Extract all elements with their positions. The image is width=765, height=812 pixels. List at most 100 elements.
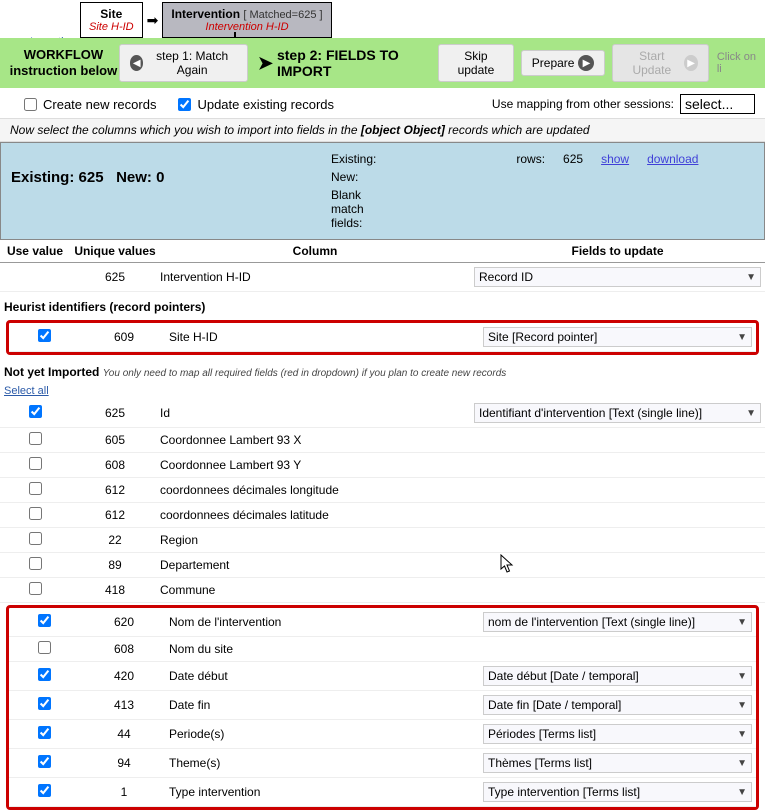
column-name: Region <box>160 529 470 551</box>
use-checkbox[interactable] <box>29 405 42 418</box>
field-value: Type intervention [Terms list] <box>488 785 640 799</box>
forward-icon: ▶ <box>684 55 698 71</box>
breadcrumb-intervention[interactable]: Intervention [ Matched=625 ] Interventio… <box>162 2 331 38</box>
use-checkbox[interactable] <box>38 329 51 342</box>
field-select[interactable]: Site [Record pointer] ▼ <box>483 327 752 347</box>
field-select[interactable]: Record ID▼ <box>474 267 761 287</box>
mapping-select[interactable]: select... <box>680 94 755 114</box>
column-name: Intervention H-ID <box>160 266 470 288</box>
chevron-down-icon: ▼ <box>737 671 747 682</box>
table-row: 418Commune <box>0 578 765 603</box>
click-on-hint: Click on li <box>717 51 757 75</box>
header-use: Use value <box>0 240 70 262</box>
step2-label: step 2: FIELDS TO IMPORT <box>277 47 428 79</box>
create-records-checkbox[interactable] <box>24 98 37 111</box>
header-fields: Fields to update <box>470 240 765 262</box>
skip-update-button[interactable]: Skip update <box>438 44 514 82</box>
column-name: Theme(s) <box>169 752 479 774</box>
use-checkbox[interactable] <box>38 641 51 654</box>
chevron-down-icon: ▼ <box>737 729 747 740</box>
unique-value: 625 <box>70 402 160 424</box>
use-checkbox[interactable] <box>38 614 51 627</box>
section-heurist: Heurist identifiers (record pointers) <box>0 292 765 318</box>
use-checkbox[interactable] <box>38 726 51 739</box>
table-row: 1Type interventionType intervention [Ter… <box>9 778 756 807</box>
field-value: Identifiant d'intervention [Text (single… <box>479 406 702 420</box>
field-value: Site [Record pointer] <box>488 330 597 344</box>
field-select[interactable]: Identifiant d'intervention [Text (single… <box>474 403 761 423</box>
stats-rows-val: 625 <box>555 151 591 167</box>
column-name: coordonnees décimales latitude <box>160 504 470 526</box>
stats-blank-label: Blank match fields: <box>323 187 384 231</box>
back-icon: ◀ <box>130 55 144 71</box>
table-row: 612coordonnees décimales longitude <box>0 478 765 503</box>
column-name: Date début <box>169 665 479 687</box>
use-checkbox[interactable] <box>29 582 42 595</box>
table-row: 94Theme(s)Thèmes [Terms list]▼ <box>9 749 756 778</box>
use-checkbox[interactable] <box>29 532 42 545</box>
stats-details: Existing: rows: 625 show download New: B… <box>321 149 708 233</box>
unique-value: 44 <box>79 723 169 745</box>
field-select[interactable]: Date fin [Date / temporal]▼ <box>483 695 752 715</box>
grid-header: Use value Unique values Column Fields to… <box>0 240 765 263</box>
field-select[interactable]: Périodes [Terms list]▼ <box>483 724 752 744</box>
prepare-button[interactable]: Prepare ▶ <box>521 50 606 76</box>
table-row: 612coordonnees décimales latitude <box>0 503 765 528</box>
column-name: Coordonnee Lambert 93 Y <box>160 454 470 476</box>
breadcrumb-site[interactable]: Site Site H-ID <box>80 2 143 38</box>
breadcrumb-intervention-sub: Intervention H-ID <box>171 21 322 33</box>
stats-rows-label: rows: <box>508 151 553 167</box>
use-checkbox[interactable] <box>29 507 42 520</box>
unique-value: 608 <box>70 454 160 476</box>
heurist-highlight-box: 609Site H-IDSite [Record pointer]▼ <box>6 320 759 355</box>
unique-value: 608 <box>79 638 169 660</box>
field-value: Date fin [Date / temporal] <box>488 698 621 712</box>
column-name: Periode(s) <box>169 723 479 745</box>
start-update-button[interactable]: Start Update ▶ <box>612 44 709 82</box>
show-link[interactable]: show <box>601 152 629 166</box>
column-name: Site H-ID <box>169 326 479 348</box>
download-link[interactable]: download <box>647 152 698 166</box>
field-select[interactable]: Date début [Date / temporal] ▼ <box>483 666 752 686</box>
field-select[interactable]: nom de l'intervention [Text (single line… <box>483 612 752 632</box>
column-name: Id <box>160 402 470 424</box>
table-row: 420Date débutDate début [Date / temporal… <box>9 662 756 691</box>
use-checkbox[interactable] <box>38 697 51 710</box>
breadcrumb-site-sub: Site H-ID <box>89 21 134 33</box>
workflow-label: WORKFLOW instruction below <box>8 47 119 78</box>
field-value: nom de l'intervention [Text (single line… <box>488 615 695 629</box>
column-name: Date fin <box>169 694 479 716</box>
forward-icon: ▶ <box>578 55 594 71</box>
use-checkbox[interactable] <box>29 457 42 470</box>
unique-value: 89 <box>70 554 160 576</box>
field-select[interactable]: Thèmes [Terms list]▼ <box>483 753 752 773</box>
field-select[interactable]: Type intervention [Terms list]▼ <box>483 782 752 802</box>
table-row: 605Coordonnee Lambert 93 X <box>0 428 765 453</box>
unique-value: 612 <box>70 504 160 526</box>
instruction-suffix: records which are updated <box>445 123 590 137</box>
use-checkbox[interactable] <box>38 755 51 768</box>
use-checkbox[interactable] <box>29 432 42 445</box>
step1-button[interactable]: ◀ step 1: Match Again <box>119 44 248 82</box>
use-checkbox[interactable] <box>38 668 51 681</box>
use-checkbox[interactable] <box>29 557 42 570</box>
column-name: Coordonnee Lambert 93 X <box>160 429 470 451</box>
unique-value: 22 <box>70 529 160 551</box>
table-row: 413Date finDate fin [Date / temporal]▼ <box>9 691 756 720</box>
column-name: Commune <box>160 579 470 601</box>
breadcrumb-matched: [ Matched=625 ] <box>243 9 322 21</box>
create-records-label: Create new records <box>43 97 156 112</box>
select-all-link[interactable]: Select all <box>0 383 53 399</box>
use-checkbox[interactable] <box>38 784 51 797</box>
unique-value: 625 <box>70 266 160 288</box>
stats-new-label: New: <box>323 169 384 185</box>
update-records-checkbox[interactable] <box>178 98 191 111</box>
column-name: Nom du site <box>169 638 479 660</box>
chevron-down-icon: ▼ <box>737 332 747 343</box>
table-row: 22Region <box>0 528 765 553</box>
table-row: 89Departement <box>0 553 765 578</box>
field-value: Record ID <box>479 270 533 284</box>
use-checkbox[interactable] <box>29 482 42 495</box>
breadcrumb-arrow-icon: ➡ <box>147 12 159 29</box>
field-value: Date début [Date / temporal] <box>488 669 639 683</box>
